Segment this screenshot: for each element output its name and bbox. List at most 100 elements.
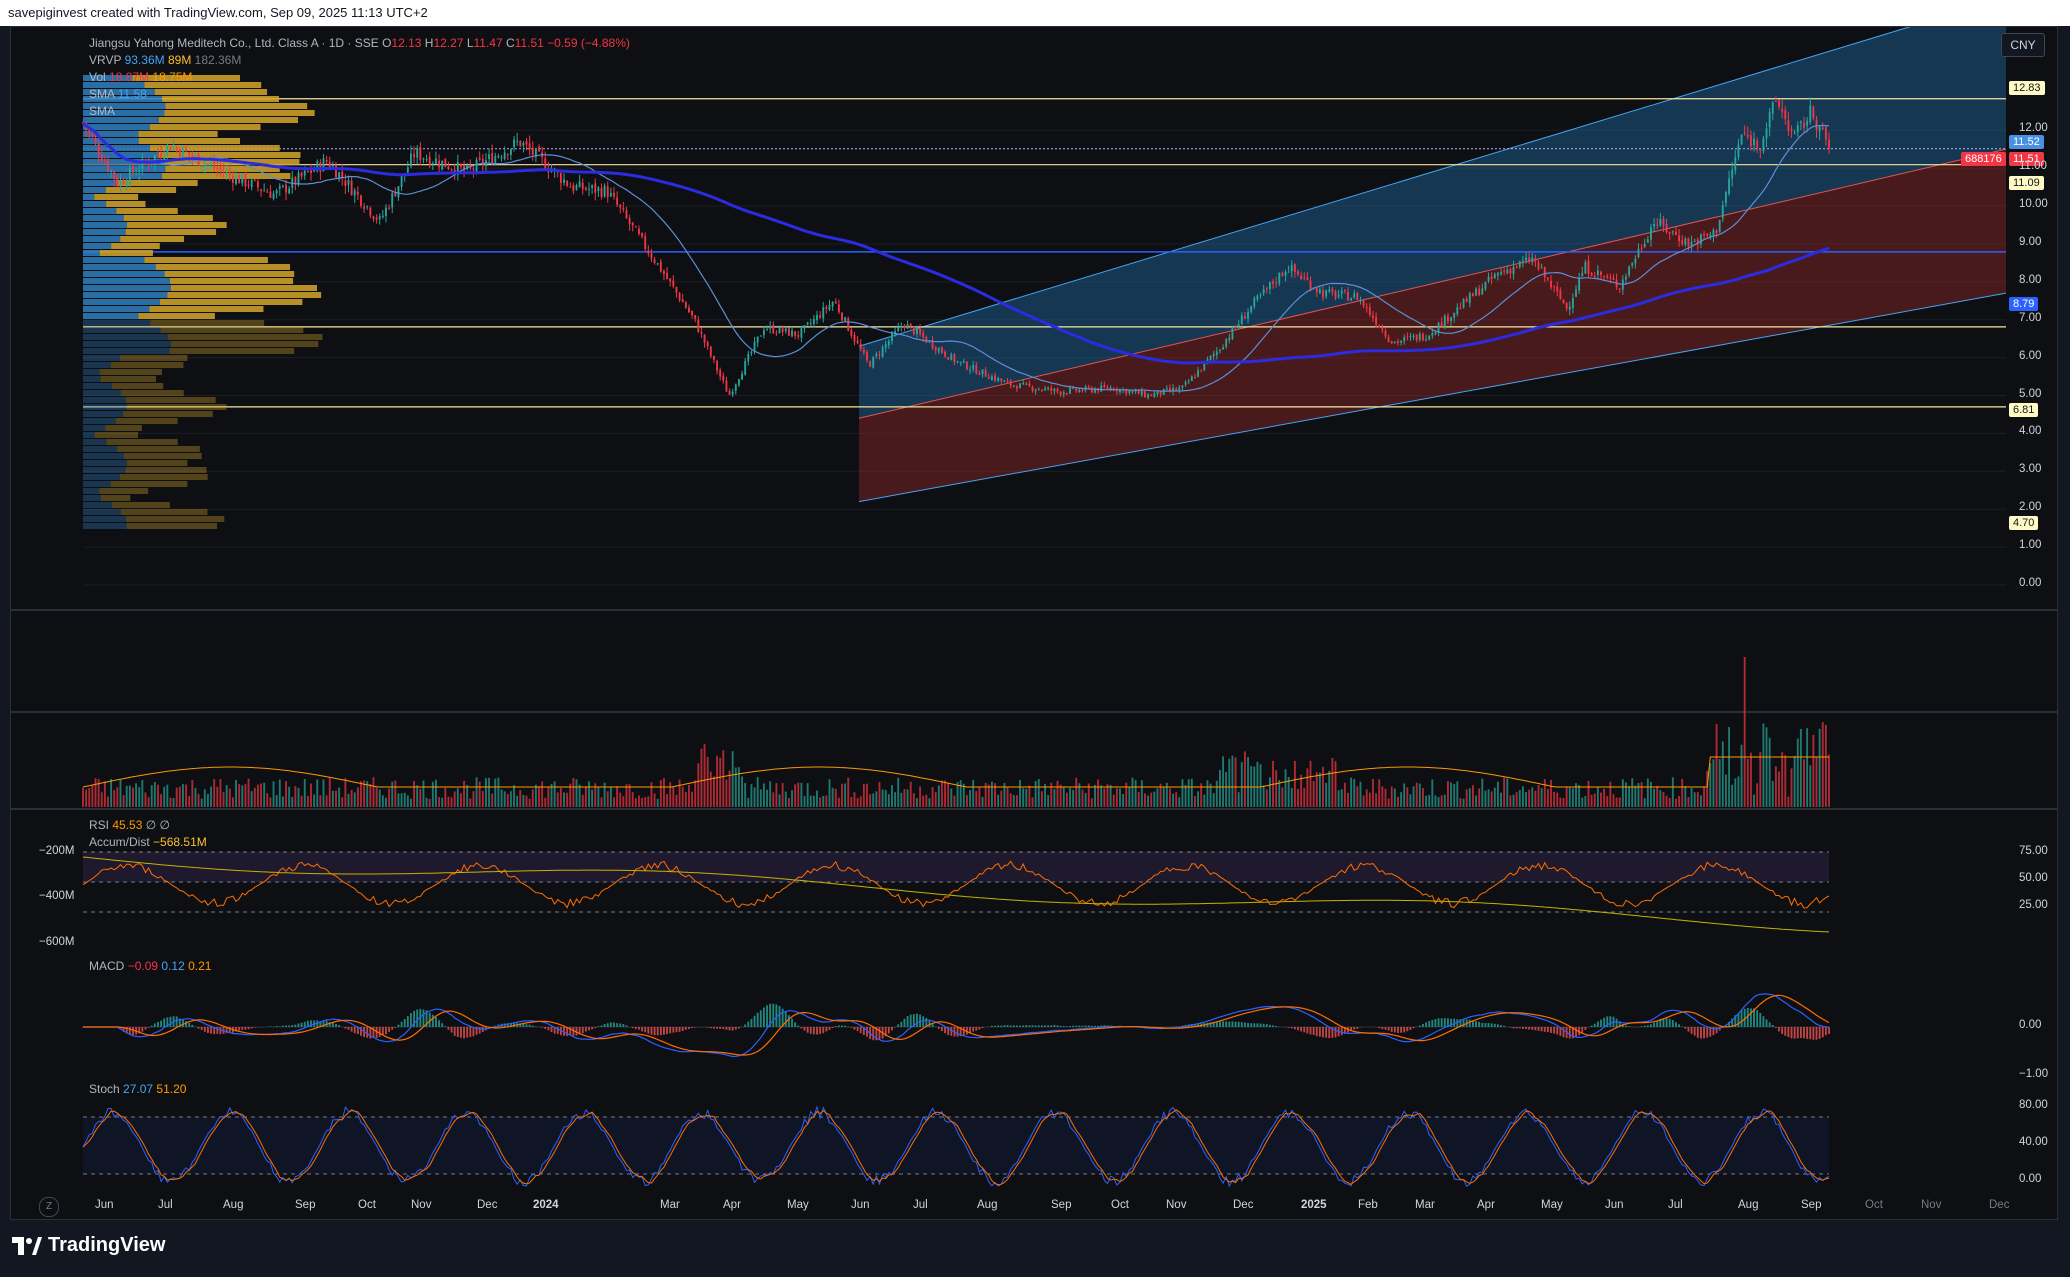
volume-bar	[241, 785, 244, 807]
candle-body	[1609, 276, 1612, 279]
volume-bar	[1040, 791, 1043, 807]
candle-body	[244, 173, 247, 187]
volume-bar	[944, 780, 947, 807]
macd-histogram-bar	[347, 1027, 350, 1030]
macd-histogram-bar	[128, 1027, 131, 1035]
volume-bar	[841, 783, 843, 807]
volume-bar	[1109, 784, 1112, 807]
macd-histogram-bar	[1390, 1027, 1393, 1032]
volume-bar	[753, 787, 756, 807]
macd-histogram-bar	[1600, 1019, 1602, 1027]
volume-bar	[1115, 788, 1118, 807]
zoom-button[interactable]: Z	[39, 1197, 59, 1217]
candle-body	[269, 191, 272, 198]
macd-histogram-bar	[322, 1020, 325, 1027]
candle-body	[1293, 264, 1296, 272]
macd-histogram-bar	[1778, 1027, 1780, 1032]
candle-body	[1575, 289, 1577, 297]
volume-bar	[534, 784, 537, 807]
macd-histogram-bar	[591, 1027, 594, 1030]
macd-histogram-bar	[553, 1027, 556, 1034]
sma-legend-2[interactable]: SMA	[89, 103, 630, 120]
macd-histogram-bar	[275, 1025, 278, 1027]
candle-body	[216, 167, 219, 170]
macd-histogram-bar	[291, 1025, 294, 1027]
volume-bar	[247, 778, 250, 807]
candle-body	[266, 191, 269, 193]
chart-canvas[interactable]	[11, 27, 2057, 1219]
candle-body	[478, 157, 481, 160]
volume-bar	[1237, 792, 1240, 807]
vrvp-bar-down	[116, 446, 200, 452]
candle-body	[1003, 380, 1006, 382]
stoch-legend[interactable]: Stoch 27.07 51.20	[89, 1082, 186, 1096]
candle-body	[122, 181, 125, 185]
macd-histogram-bar	[144, 1027, 147, 1030]
volume-bar	[769, 781, 772, 807]
volume-bar	[850, 797, 853, 807]
volume-bar	[544, 797, 547, 807]
rsi-legend[interactable]: RSI 45.53 ∅ ∅	[89, 818, 170, 832]
candle-body	[1025, 383, 1028, 385]
macd-histogram-bar	[584, 1027, 587, 1032]
macd-histogram-bar	[1593, 1023, 1596, 1027]
volume-bar	[1678, 795, 1681, 807]
candle-body	[1197, 370, 1200, 377]
macd-histogram-bar	[1615, 1018, 1618, 1027]
candle-body	[1540, 267, 1543, 269]
volume-bar	[750, 784, 753, 807]
time-axis-tick: Aug	[977, 1199, 998, 1211]
macd-histogram-bar	[122, 1027, 125, 1032]
volume-bar	[584, 786, 587, 807]
chart-frame[interactable]: Jiangsu Yahong Meditech Co., Ltd. Class …	[10, 26, 2058, 1220]
macd-histogram-bar	[1403, 1027, 1406, 1033]
vrvp-bar-up	[83, 411, 124, 417]
volume-bar	[1543, 779, 1546, 807]
tradingview-logo[interactable]: TradingView	[12, 1234, 165, 1257]
candle-body	[756, 336, 759, 343]
vol-legend[interactable]: Vol 18.87M 18.75M	[89, 69, 630, 86]
volume-bar	[1390, 786, 1393, 807]
vrvp-bar-up	[83, 187, 106, 193]
vrvp-bar-down	[120, 509, 208, 515]
volume-bar	[878, 782, 881, 807]
volume-bar	[497, 777, 500, 807]
vrvp-bar-up	[83, 348, 170, 354]
volume-bar	[1518, 790, 1521, 807]
volume-bar	[1768, 737, 1771, 807]
volume-bar	[1675, 798, 1677, 807]
symbol-legend[interactable]: Jiangsu Yahong Meditech Co., Ltd. Class …	[89, 35, 630, 52]
macd-histogram-bar	[822, 1027, 825, 1034]
symbol-title[interactable]: Jiangsu Yahong Meditech Co., Ltd. Class …	[89, 36, 379, 50]
accum-dist-legend[interactable]: Accum/Dist −568.51M	[89, 835, 207, 849]
macd-histogram-bar	[247, 1027, 250, 1030]
sma-legend-1[interactable]: SMA 11.58	[89, 86, 630, 103]
macd-histogram-bar	[909, 1014, 912, 1027]
candle-body	[778, 327, 781, 334]
macd-histogram-bar	[294, 1024, 297, 1027]
candle-body	[381, 215, 384, 217]
candle-body	[1525, 257, 1527, 261]
candle-body	[606, 186, 609, 198]
macd-histogram-bar	[928, 1020, 931, 1027]
volume-bar	[969, 790, 971, 807]
macd-histogram-bar	[1503, 1025, 1506, 1027]
candle-body	[103, 160, 106, 162]
vrvp-legend[interactable]: VRVP 93.36M 89M 182.36M	[89, 52, 630, 69]
macd-histogram-bar	[303, 1021, 306, 1027]
volume-bar	[550, 784, 553, 807]
vrvp-bar-up	[83, 159, 165, 165]
macd-legend[interactable]: MACD −0.09 0.12 0.21	[89, 959, 211, 973]
volume-bar	[1312, 781, 1315, 807]
macd-histogram-bar	[650, 1027, 653, 1035]
volume-bar	[1031, 797, 1034, 807]
volume-bar	[1365, 789, 1368, 807]
macd-histogram-bar	[1331, 1027, 1334, 1038]
volume-bar	[950, 788, 953, 807]
macd-histogram-bar	[691, 1027, 694, 1029]
vrvp-bar-down	[138, 313, 215, 319]
sma1-value: 11.58	[117, 87, 147, 101]
currency-button[interactable]: CNY	[2001, 33, 2045, 57]
candle-body	[450, 169, 453, 171]
volume-bar	[931, 787, 934, 807]
